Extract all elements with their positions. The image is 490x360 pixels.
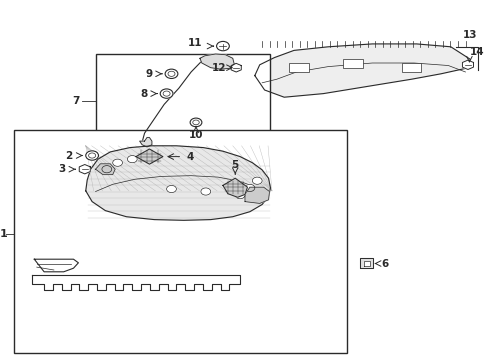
Circle shape (201, 188, 211, 195)
Circle shape (113, 159, 122, 166)
Text: 11: 11 (187, 38, 202, 48)
Polygon shape (32, 275, 240, 290)
Polygon shape (360, 258, 373, 268)
Polygon shape (463, 60, 473, 69)
Polygon shape (136, 149, 163, 164)
Polygon shape (79, 165, 90, 174)
Circle shape (127, 156, 137, 163)
Circle shape (102, 166, 112, 173)
Text: 14: 14 (469, 46, 484, 57)
Bar (96, 54, 270, 149)
Text: 2: 2 (65, 150, 73, 161)
Circle shape (245, 184, 255, 192)
Bar (14, 130, 347, 353)
Polygon shape (223, 178, 247, 197)
Text: 4: 4 (186, 152, 194, 162)
Circle shape (235, 192, 245, 199)
Polygon shape (86, 146, 270, 220)
Text: 9: 9 (146, 69, 153, 79)
Polygon shape (364, 261, 370, 266)
Circle shape (217, 41, 229, 51)
Polygon shape (140, 138, 152, 147)
Circle shape (252, 177, 262, 184)
Bar (402, 63, 421, 72)
Text: 3: 3 (58, 164, 65, 174)
Bar (343, 59, 363, 68)
Circle shape (160, 89, 173, 98)
Text: 6: 6 (381, 258, 389, 269)
Text: 7: 7 (72, 96, 79, 106)
Text: 13: 13 (463, 30, 478, 40)
Polygon shape (34, 259, 78, 272)
Text: 12: 12 (212, 63, 226, 73)
Text: 10: 10 (189, 130, 203, 140)
Circle shape (190, 118, 202, 127)
Text: 1: 1 (0, 229, 8, 239)
Circle shape (165, 69, 178, 78)
Polygon shape (245, 187, 270, 203)
Polygon shape (231, 63, 241, 72)
Polygon shape (200, 54, 234, 69)
Circle shape (86, 151, 98, 160)
Polygon shape (255, 44, 470, 97)
Circle shape (167, 185, 176, 193)
Text: 8: 8 (141, 89, 148, 99)
Bar (289, 63, 309, 72)
Text: 5: 5 (232, 160, 239, 170)
Polygon shape (96, 164, 115, 175)
